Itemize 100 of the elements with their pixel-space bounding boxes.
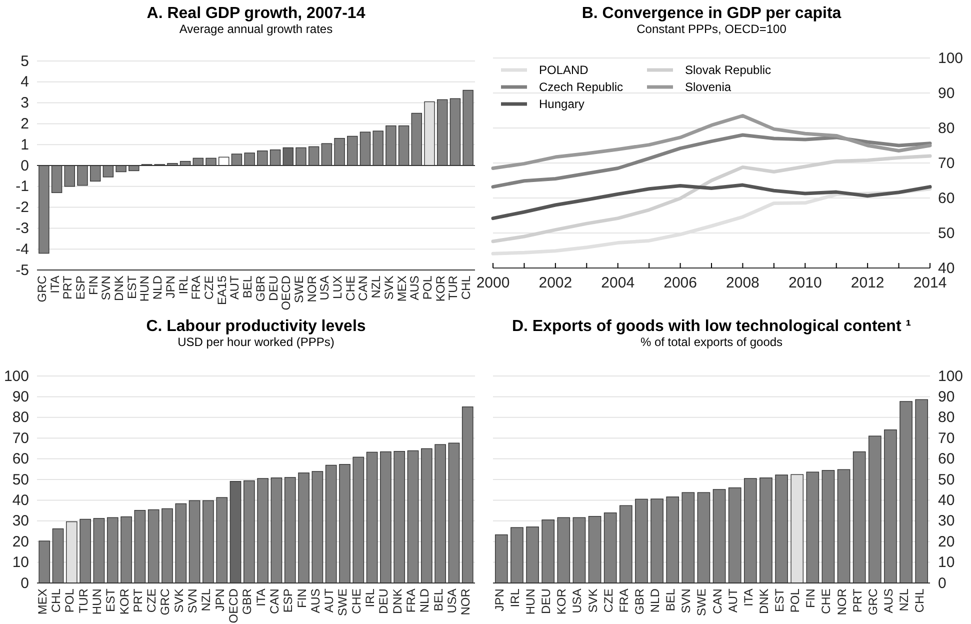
x-tick-label: TUR (76, 588, 90, 614)
x-tick-label: AUS (881, 588, 896, 614)
x-tick-label: LUX (330, 276, 345, 299)
x-tick-label: DNK (112, 276, 126, 301)
y2-tick-label: 100 (938, 50, 964, 67)
y-tick-label: 70 (12, 430, 29, 447)
x-tick-label: SWE (292, 276, 306, 303)
y-tick-label: 0 (20, 157, 29, 174)
x-tick-label: ESP (73, 276, 88, 300)
y-tick-label: -5 (16, 262, 29, 279)
x-tick-label: HUN (524, 588, 538, 615)
x-tick-label: FRA (616, 588, 631, 613)
y-tick-label: 4 (20, 74, 29, 91)
x-tick-label: NOR (458, 588, 473, 616)
x-tick-label: POL (788, 588, 802, 613)
x-tick-label: EST (772, 588, 787, 612)
y-tick-label: 90 (12, 388, 29, 406)
y-tick-label: -2 (16, 199, 29, 216)
x-tick-label: IRL (363, 588, 378, 608)
legend-label: Hungary (539, 97, 584, 112)
x-tick-label: SVN (679, 588, 694, 614)
x-tick-label: FIN (86, 276, 100, 295)
x-tick-label: AUT (726, 588, 740, 613)
y-tick-label: 60 (12, 450, 29, 468)
x-tick-label: BEL (664, 588, 678, 612)
x-tick-label: FIN (294, 588, 309, 608)
x-tick-label: CHL (459, 275, 474, 300)
x-tick-label: JPN (492, 588, 506, 612)
x-tick-label: FRA (189, 276, 204, 300)
y-tick-label: 0 (20, 574, 29, 592)
x-tick-label: CHE (819, 588, 834, 614)
x-tick-label: HUN (90, 588, 104, 615)
legend-label: POLAND (539, 63, 589, 78)
x-tick-label: ESP (281, 588, 296, 613)
chart-title: A. Real GDP growth, 2007-14 (146, 5, 366, 22)
y-tick-label: 50 (12, 471, 29, 488)
x-tick-label: 2004 (601, 274, 635, 292)
y-tick-label: 5 (20, 52, 29, 70)
x-tick-label: ITA (741, 588, 756, 606)
y-tick-label: 40 (12, 492, 29, 509)
x-tick-label: NOR (304, 275, 319, 302)
x-tick-label: HUN (138, 276, 152, 302)
x-tick-label: CHE (349, 588, 364, 614)
x-tick-label: POL (420, 275, 434, 300)
x-tick-label: POL (62, 588, 77, 613)
x-tick-label: NOR (834, 588, 849, 616)
x-tick-label: MEX (35, 588, 50, 615)
x-tick-label: EA15 (214, 275, 229, 305)
y2-tick-label: 50 (938, 471, 955, 488)
x-tick-label: IRL (508, 588, 522, 608)
y2-tick-label: 40 (938, 492, 955, 509)
y2-tick-label: 0 (938, 574, 946, 592)
x-tick-label: CHL (912, 588, 927, 613)
y2-tick-label: 80 (938, 409, 955, 426)
y-tick-label: 2 (20, 116, 29, 132)
legend-label: Czech Republic (539, 80, 624, 94)
chart-subtitle: Average annual growth rates (179, 22, 333, 36)
y-tick-label: 100 (4, 368, 29, 385)
y-tick-label: 10 (12, 554, 29, 572)
y-tick-label: 80 (12, 409, 29, 426)
x-tick-label: EST (124, 274, 139, 299)
x-tick-label: KOR (433, 275, 448, 302)
x-tick-label: CZE (202, 276, 216, 300)
y2-tick-label: 70 (938, 430, 955, 447)
x-tick-label: NZL (897, 588, 912, 612)
x-tick-label: SVK (382, 276, 396, 300)
x-tick-label: SVN (186, 588, 200, 614)
line-series (491, 183, 932, 220)
x-tick-label: KOR (554, 588, 569, 615)
y2-tick-label: 60 (938, 190, 955, 207)
x-tick-label: 2000 (476, 274, 510, 292)
chart-title: D. Exports of goods with low technological content ¹ (512, 318, 912, 335)
x-tick-label: SWE (336, 588, 350, 616)
x-tick-label: NLD (150, 275, 165, 300)
x-tick-label: 2010 (788, 274, 822, 292)
x-tick-label: DEU (376, 588, 391, 614)
x-tick-label: USA (444, 588, 459, 614)
x-tick-label: AUT (322, 588, 336, 613)
y2-tick-label: 90 (938, 388, 955, 406)
y-tick-label: -4 (16, 240, 29, 258)
line-series (491, 114, 932, 170)
x-tick-label: BEL (431, 588, 446, 612)
x-tick-label: CAN (356, 276, 370, 301)
x-tick-label: 2014 (913, 274, 947, 292)
x-tick-label: AUT (228, 274, 242, 300)
x-tick-label: FRA (404, 588, 418, 613)
y2-tick-label: 90 (938, 84, 955, 102)
x-tick-label: ITA (254, 588, 268, 606)
y2-tick-label: 30 (938, 512, 955, 530)
x-tick-label: USA (318, 276, 332, 300)
x-tick-label: DEU (266, 276, 280, 301)
chart-subtitle: Constant PPPs, OECD=100 (636, 22, 787, 36)
y-tick-label: 20 (12, 533, 29, 550)
legend-label: Slovenia (685, 80, 732, 94)
x-tick-label: MEX (394, 276, 409, 302)
x-tick-label: GRC (866, 588, 880, 616)
x-tick-label: GBR (253, 275, 268, 302)
line-series (491, 154, 932, 244)
x-tick-label: DEU (539, 588, 554, 614)
x-tick-label: CZE (601, 588, 616, 613)
